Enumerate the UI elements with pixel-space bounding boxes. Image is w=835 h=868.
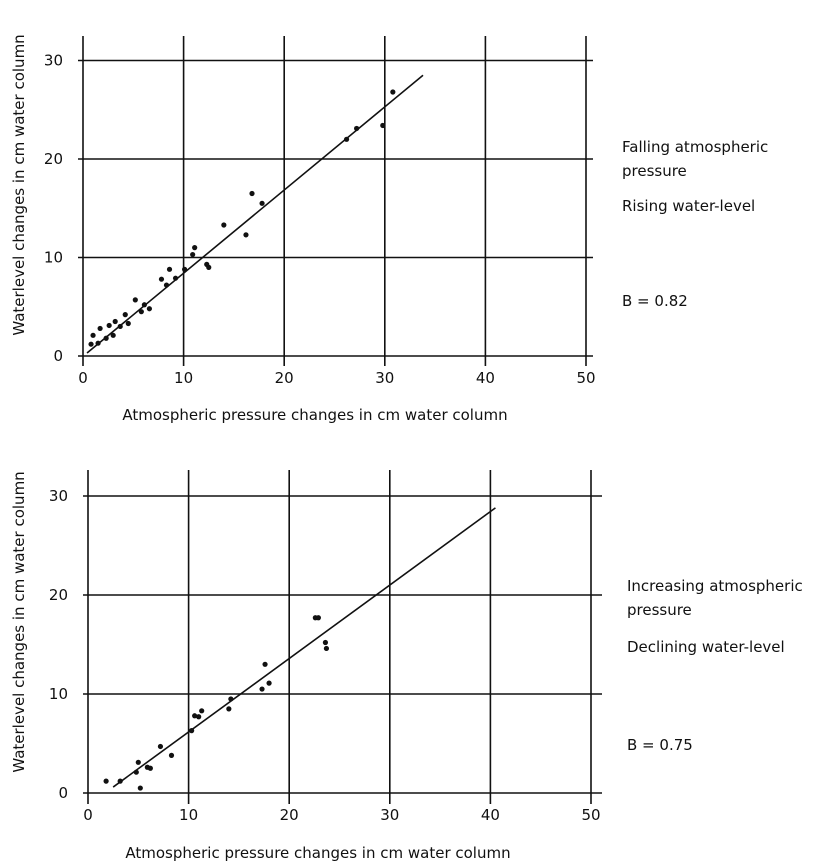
chart1-annotation-4: B = 0.82 [622,292,688,310]
chart2-annotation-4: B = 0.75 [627,736,693,754]
chart2-point-5 [137,785,143,791]
chart1-point-15 [146,306,152,312]
chart2-point-14 [226,706,232,712]
chart1-point-22 [192,245,198,251]
chart1-xtick-20: 20 [275,369,294,387]
chart1-point-31 [380,122,386,129]
chart1-point-24 [206,264,212,270]
chart1-point-16 [158,276,165,282]
chart1-xtick-40: 40 [476,369,495,387]
chart1-ytick-30: 30 [44,52,63,70]
chart1-point-3 [95,340,101,346]
chart1-point-2 [90,332,96,338]
chart1-ytick-20: 20 [44,150,63,168]
chart1-point-14 [141,302,147,308]
chart2-ytick-20: 20 [49,586,68,604]
chart2-annotation-1: Increasing atmospheric [627,577,803,595]
chart1-point-6 [106,322,112,329]
chart2-xtick-50: 50 [581,806,600,824]
chart2-point-20 [315,615,321,621]
chart2-point-12 [196,714,202,720]
chart1-point-11 [125,320,131,327]
chart2-point-22 [323,645,330,652]
chart2-point-7 [147,765,153,771]
chart1-xtick-30: 30 [375,369,394,387]
chart2-ytick-30: 30 [49,487,68,505]
chart1-point-28 [259,200,265,206]
chart1-point-20 [182,266,188,272]
chart1-point-4 [97,325,103,332]
chart2-xtick-10: 10 [179,806,198,824]
chart2-xtick-30: 30 [380,806,399,824]
chart1-point-30 [354,125,360,132]
chart2-point-11 [192,713,198,719]
chart2-point-15 [228,696,234,702]
chart1-y-axis-label: Waterlevel changes in cm water column [10,34,28,335]
chart1-point-7 [110,332,116,338]
chart1-fit-line [86,74,424,354]
chart1-point-1 [88,341,94,347]
chart1-ytick-10: 10 [44,249,63,267]
chart2-point-21 [322,639,329,646]
chart2-fit-line [112,507,496,788]
chart2-point-4 [135,759,141,765]
chart2-point-16 [259,686,265,692]
chart1-point-25 [221,222,227,228]
chart1-xtick-0: 0 [78,369,88,387]
chart1-annotation-2: pressure [622,162,687,180]
chart2-xtick-0: 0 [83,806,93,824]
chart2-point-18 [266,680,272,686]
chart1-point-29 [343,136,350,142]
chart2-point-17 [262,661,268,667]
chart2-point-9 [168,752,175,758]
chart1-point-12 [132,297,138,303]
chart2-point-3 [133,769,139,775]
chart1-ytick-0: 0 [53,347,63,365]
chart2-x-axis-label: Atmospheric pressure changes in cm water… [125,844,510,862]
chart1-point-26 [243,232,249,238]
chart2-annotation-3: Declining water-level [627,638,785,656]
chart1-annotation-1: Falling atmospheric [622,138,768,156]
chart2-annotation-2: pressure [627,601,692,619]
chart1-point-32 [390,89,396,95]
chart1-xtick-50: 50 [576,369,595,387]
chart1-point-9 [117,323,123,330]
chart1-point-10 [122,312,128,318]
chart1-point-27 [249,190,255,197]
chart1-point-21 [190,251,196,258]
chart2-point-1 [103,778,109,784]
chart1-point-19 [172,275,179,281]
chart1-point-18 [166,266,173,272]
chart2-ytick-0: 0 [58,784,68,802]
chart1-x-axis-label: Atmospheric pressure changes in cm water… [122,406,507,424]
chart2-xtick-40: 40 [481,806,500,824]
chart2-ytick-10: 10 [49,685,68,703]
chart2-xtick-20: 20 [280,806,299,824]
chart1-point-13 [138,309,144,315]
chart2-y-axis-label: Waterlevel changes in cm water column [10,471,28,772]
chart2-point-10 [189,728,195,734]
chart1-xtick-10: 10 [174,369,193,387]
chart1-point-8 [112,318,118,325]
chart1-annotation-3: Rising water-level [622,197,755,215]
chart2-point-8 [157,743,164,750]
chart2-point-13 [199,708,205,714]
chart1-point-5 [103,335,109,341]
chart1-point-17 [163,282,170,288]
chart2-point-2 [117,778,123,784]
